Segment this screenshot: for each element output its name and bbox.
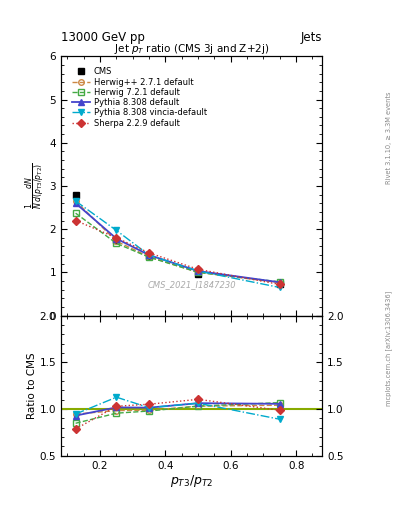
Pythia 8.308 default (147, 252, 151, 258)
Herwig 7.2.1 default (196, 269, 200, 275)
Pythia 8.308 default (277, 279, 282, 285)
Pythia 8.308 vincia-default (73, 198, 78, 204)
CMS (196, 270, 200, 276)
Line: CMS: CMS (72, 191, 283, 287)
X-axis label: $p_{T3}/p_{T2}$: $p_{T3}/p_{T2}$ (170, 473, 213, 489)
Y-axis label: $\frac{1}{N}\frac{dN}{d(p_{T3}/p_{T2})}$: $\frac{1}{N}\frac{dN}{d(p_{T3}/p_{T2})}$ (24, 162, 48, 209)
Line: Pythia 8.308 vincia-default: Pythia 8.308 vincia-default (72, 198, 283, 291)
Line: Herwig 7.2.1 default: Herwig 7.2.1 default (73, 210, 283, 285)
Line: Pythia 8.308 default: Pythia 8.308 default (72, 200, 283, 286)
Sherpa 2.2.9 default (73, 218, 78, 224)
Line: Sherpa 2.2.9 default: Sherpa 2.2.9 default (73, 218, 283, 287)
CMS (277, 281, 282, 287)
Sherpa 2.2.9 default (196, 266, 200, 272)
Sherpa 2.2.9 default (277, 282, 282, 288)
Pythia 8.308 default (114, 236, 119, 242)
CMS (147, 253, 151, 259)
Herwig++ 2.7.1 default (277, 280, 282, 286)
Herwig 7.2.1 default (73, 210, 78, 216)
Title: Jet $p_T$ ratio (CMS 3j and Z+2j): Jet $p_T$ ratio (CMS 3j and Z+2j) (114, 42, 269, 56)
Text: 13000 GeV pp: 13000 GeV pp (61, 31, 145, 44)
Text: CMS_2021_I1847230: CMS_2021_I1847230 (147, 280, 236, 289)
Sherpa 2.2.9 default (147, 250, 151, 256)
Pythia 8.308 default (73, 200, 78, 206)
Herwig++ 2.7.1 default (114, 238, 119, 244)
Herwig++ 2.7.1 default (73, 198, 78, 204)
Line: Herwig++ 2.7.1 default: Herwig++ 2.7.1 default (73, 198, 283, 286)
Pythia 8.308 vincia-default (277, 284, 282, 290)
Herwig 7.2.1 default (277, 279, 282, 285)
Herwig 7.2.1 default (147, 254, 151, 260)
Text: Rivet 3.1.10, ≥ 3.3M events: Rivet 3.1.10, ≥ 3.3M events (386, 92, 392, 184)
Herwig 7.2.1 default (114, 240, 119, 246)
Y-axis label: Ratio to CMS: Ratio to CMS (27, 352, 37, 419)
CMS (73, 191, 78, 198)
CMS (114, 237, 119, 243)
Text: mcplots.cern.ch [arXiv:1306.3436]: mcplots.cern.ch [arXiv:1306.3436] (386, 290, 392, 406)
Pythia 8.308 default (196, 268, 200, 274)
Pythia 8.308 vincia-default (196, 268, 200, 274)
Herwig++ 2.7.1 default (147, 254, 151, 260)
Pythia 8.308 vincia-default (114, 227, 119, 233)
Pythia 8.308 vincia-default (147, 252, 151, 258)
Sherpa 2.2.9 default (114, 234, 119, 241)
Text: Jets: Jets (301, 31, 322, 44)
Herwig++ 2.7.1 default (196, 269, 200, 275)
Legend: CMS, Herwig++ 2.7.1 default, Herwig 7.2.1 default, Pythia 8.308 default, Pythia : CMS, Herwig++ 2.7.1 default, Herwig 7.2.… (70, 66, 208, 129)
